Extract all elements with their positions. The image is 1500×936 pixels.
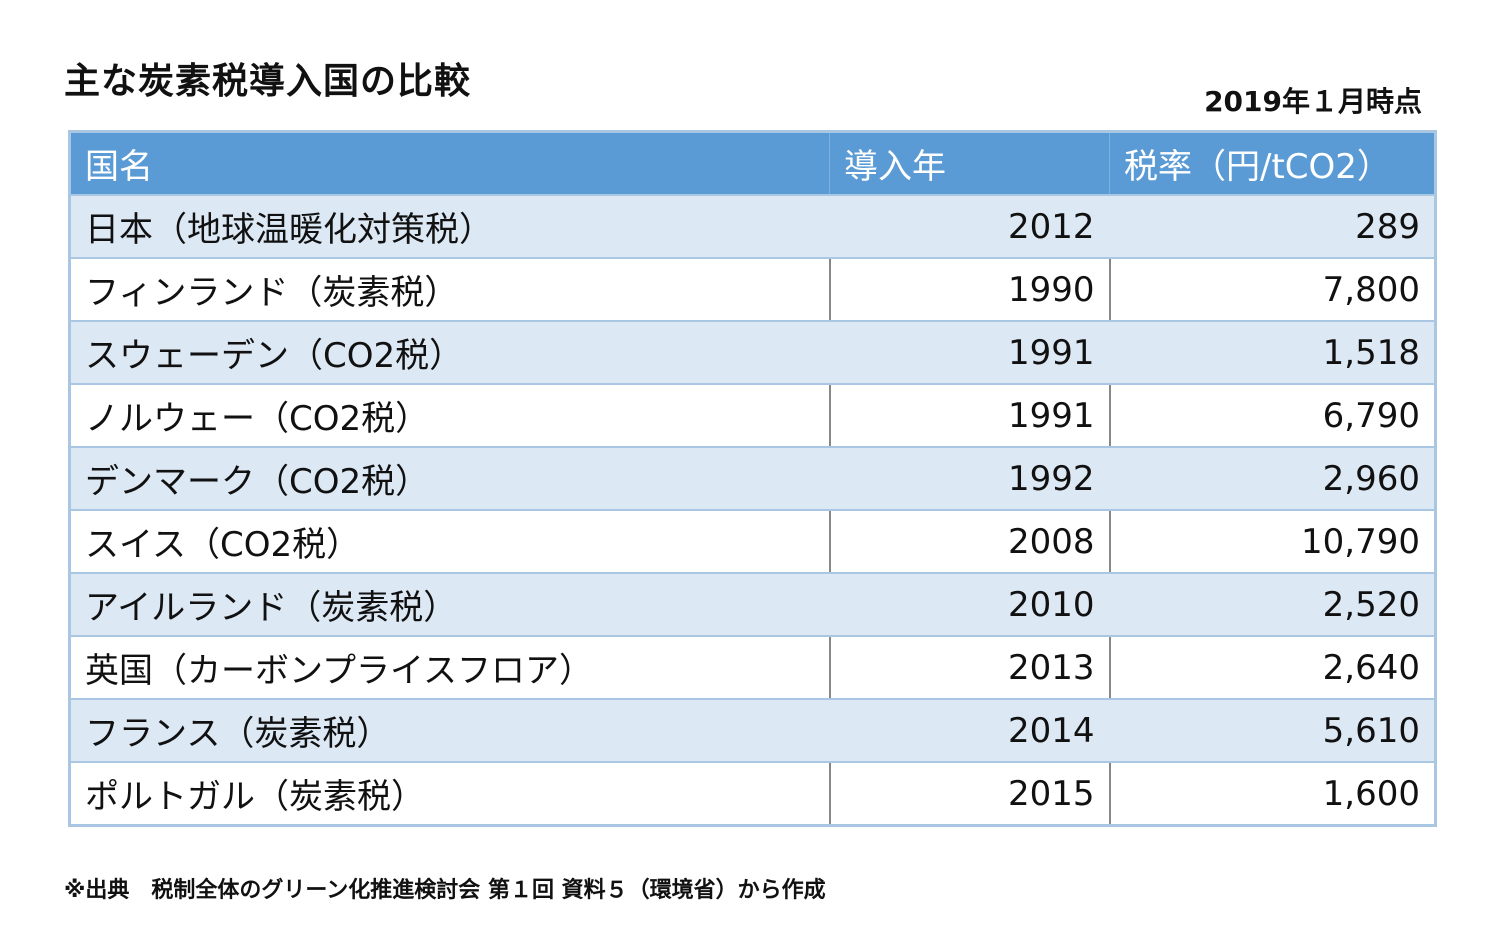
table-row: 日本（地球温暖化対策税） 2012 289	[69, 195, 1436, 259]
year-cell: 2012	[829, 195, 1111, 259]
rate-cell: 6,790	[1109, 384, 1436, 448]
rate-cell: 2,520	[1109, 573, 1436, 637]
country-cell: フランス（炭素税）	[69, 699, 831, 763]
header-country: 国名	[69, 131, 830, 196]
country-cell: ポルトガル（炭素税）	[69, 762, 831, 827]
country-cell: フィンランド（炭素税）	[69, 258, 831, 322]
rate-cell: 1,518	[1109, 321, 1436, 385]
country-cell: 日本（地球温暖化対策税）	[69, 195, 831, 259]
table-row: フランス（炭素税） 2014 5,610	[69, 699, 1436, 763]
year-cell: 2015	[829, 762, 1111, 827]
year-cell: 2013	[829, 636, 1111, 700]
rate-cell: 289	[1109, 195, 1436, 259]
year-cell: 1990	[829, 258, 1111, 322]
year-cell: 2014	[829, 699, 1111, 763]
rate-cell: 7,800	[1109, 258, 1436, 322]
table-row: デンマーク（CO2税） 1992 2,960	[69, 447, 1436, 511]
country-cell: ノルウェー（CO2税）	[69, 384, 831, 448]
header-year: 導入年	[829, 131, 1110, 196]
table-row: フィンランド（炭素税） 1990 7,800	[69, 258, 1436, 322]
rate-cell: 2,960	[1109, 447, 1436, 511]
table-row: ノルウェー（CO2税） 1991 6,790	[69, 384, 1436, 448]
table-row: アイルランド（炭素税） 2010 2,520	[69, 573, 1436, 637]
as-of-date: 2019年１月時点	[1204, 85, 1422, 118]
page-title: 主な炭素税導入国の比較	[64, 61, 472, 102]
rate-cell: 5,610	[1109, 699, 1436, 763]
table-row: スウェーデン（CO2税） 1991 1,518	[69, 321, 1436, 385]
rate-cell: 10,790	[1109, 510, 1436, 574]
header-rate: 税率（円/tCO2）	[1109, 131, 1436, 196]
country-cell: 英国（カーボンプライスフロア）	[69, 636, 831, 700]
year-cell: 2010	[829, 573, 1111, 637]
source-note: ※出典 税制全体のグリーン化推進検討会 第１回 資料５（環境省）から作成	[64, 878, 826, 903]
table-header-row: 国名 導入年 税率（円/tCO2）	[69, 131, 1436, 196]
carbon-tax-table: 国名 導入年 税率（円/tCO2） 日本（地球温暖化対策税） 2012 289 …	[68, 130, 1437, 827]
year-cell: 2008	[829, 510, 1111, 574]
country-cell: デンマーク（CO2税）	[69, 447, 831, 511]
rate-cell: 1,600	[1109, 762, 1436, 827]
country-cell: アイルランド（炭素税）	[69, 573, 831, 637]
year-cell: 1991	[829, 384, 1111, 448]
table-row: 英国（カーボンプライスフロア） 2013 2,640	[69, 636, 1436, 700]
table-row: ポルトガル（炭素税） 2015 1,600	[69, 762, 1436, 827]
country-cell: スウェーデン（CO2税）	[69, 321, 831, 385]
rate-cell: 2,640	[1109, 636, 1436, 700]
year-cell: 1991	[829, 321, 1111, 385]
country-cell: スイス（CO2税）	[69, 510, 831, 574]
table-row: スイス（CO2税） 2008 10,790	[69, 510, 1436, 574]
year-cell: 1992	[829, 447, 1111, 511]
